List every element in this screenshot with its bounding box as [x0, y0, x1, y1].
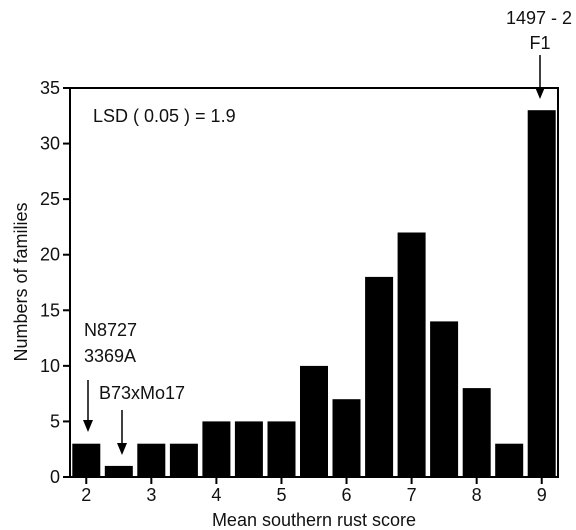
annotation-n8727: N8727: [84, 320, 137, 340]
y-tick-label: 0: [50, 467, 60, 487]
y-tick-label: 10: [40, 356, 60, 376]
y-tick-label: 5: [50, 411, 60, 431]
x-tick-label: 7: [407, 485, 417, 505]
bar-7: [300, 365, 328, 477]
bar-10: [397, 232, 426, 477]
annotation-1497-2: 1497 - 2: [506, 8, 572, 28]
bar-14: [527, 110, 556, 477]
bar-5: [234, 421, 263, 477]
bar-13: [495, 443, 524, 477]
annotation-f1: F1: [529, 33, 550, 53]
x-tick-label: 2: [81, 485, 91, 505]
bar-8: [332, 399, 361, 477]
y-tick-label: 35: [40, 78, 60, 98]
x-tick-label: 4: [211, 485, 221, 505]
y-tick-label: 20: [40, 245, 60, 265]
bar-9: [365, 276, 394, 477]
bar-4: [202, 421, 231, 477]
bar-11: [430, 321, 459, 477]
bar-12: [462, 388, 491, 477]
plot-frame: [69, 87, 559, 478]
annotation-b73xmo17: B73xMo17: [99, 383, 185, 403]
arrow-n8727-3369a: [83, 380, 93, 432]
arrow-1497-2-f1: [535, 55, 545, 99]
x-axis-label: Mean southern rust score: [212, 510, 416, 530]
bars-group: [72, 110, 556, 477]
lsd-annotation: LSD ( 0.05 ) = 1.9: [93, 106, 236, 126]
x-axis: 2 3 4 5 6 7 8 9: [81, 477, 547, 505]
bar-1: [104, 465, 133, 477]
x-tick-label: 9: [537, 485, 547, 505]
bar-6: [267, 421, 296, 477]
y-tick-label: 25: [40, 189, 60, 209]
y-tick-label: 30: [40, 134, 60, 154]
bar-3: [169, 443, 198, 477]
y-axis-label: Numbers of families: [11, 202, 31, 361]
x-tick-label: 3: [146, 485, 156, 505]
x-tick-label: 5: [276, 485, 286, 505]
x-tick-label: 8: [472, 485, 482, 505]
y-axis: 0 5 10 15 20 25 30 35: [40, 78, 70, 487]
y-tick-label: 15: [40, 300, 60, 320]
bar-0: [72, 443, 101, 477]
annotation-3369a: 3369A: [84, 346, 136, 366]
arrow-b73xmo17: [117, 410, 127, 455]
x-tick-label: 6: [342, 485, 352, 505]
bar-2: [137, 443, 166, 477]
